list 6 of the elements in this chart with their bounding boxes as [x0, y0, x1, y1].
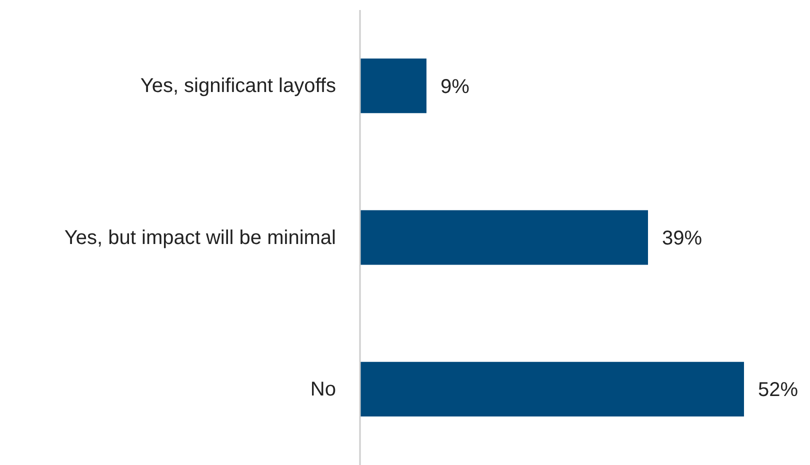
data-label: 9%: [440, 76, 470, 98]
data-label: 39%: [662, 228, 702, 250]
y-tick-label: Yes, but impact will be minimal: [64, 226, 336, 249]
y-tick-label: Yes, significant layoffs: [140, 75, 336, 98]
y-tick-label: No: [310, 378, 336, 401]
data-label: 52%: [758, 379, 798, 402]
